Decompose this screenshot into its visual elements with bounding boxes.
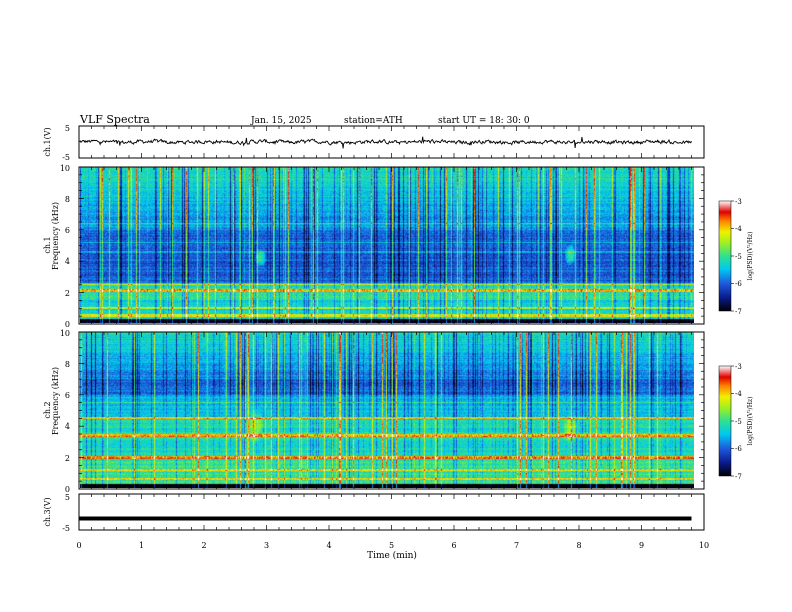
ch1-waveform-panel: 5 -5 ch.1(V) (43, 124, 705, 162)
header-date: Jan. 15, 2025 (250, 116, 312, 126)
ch1-cb-tick-m5: -5 (735, 253, 742, 261)
ch1-spec-ytick-10: 10 (60, 164, 70, 173)
ch3-ytick-bottom: -5 (62, 524, 70, 533)
ch2-colorbar-label: log(PSD)(V²/Hz) (747, 397, 754, 446)
ch1-spec-ytick-8: 8 (65, 195, 70, 204)
ch2-spectrogram-panel: 0 2 4 6 8 10 ch.2 Frequency (kHz) (43, 329, 705, 494)
ch1-ytick-bottom: -5 (62, 153, 70, 162)
ch1-waveform-trace (78, 136, 692, 149)
x-tick-label: 5 (389, 541, 394, 550)
header-start-time: start UT = 18: 30: 0 (438, 116, 530, 126)
x-tick-label: 7 (514, 541, 519, 550)
x-tick-label: 8 (576, 541, 581, 550)
ch1-spectrogram-image (80, 167, 694, 323)
ch2-spec-ytick-10: 10 (60, 329, 70, 338)
ch2-colorbar-scale (718, 365, 732, 477)
ch2-colorbar: -3 -4 -5 -6 -7 log(PSD)(V²/Hz) (718, 363, 754, 481)
ch1-colorbar-scale (718, 200, 732, 312)
x-tick-label: 2 (201, 541, 206, 550)
ch1-colorbar: -3 -4 -5 -6 -7 log(PSD)(V²/Hz) (718, 198, 754, 316)
ch1-colorbar-label: log(PSD)(V²/Hz) (747, 232, 754, 281)
ch1-spec-ytick-0: 0 (65, 320, 70, 329)
x-tick-label: 6 (451, 541, 456, 550)
ch2-spectrogram-image (80, 332, 694, 488)
x-tick-label: 10 (699, 541, 709, 550)
ch1-ytick-top: 5 (65, 124, 70, 133)
x-tick-label: 1 (139, 541, 144, 550)
header-station: station=ATH (344, 116, 403, 126)
ch1-spectrogram-panel: 0 2 4 6 8 10 ch.1 Frequency (kHz) (43, 164, 705, 329)
ch2-cb-tick-m5: -5 (735, 418, 742, 426)
ch1-waveform-ylabel: ch.1(V) (43, 127, 52, 156)
ch1-spec-ytick-6: 6 (65, 226, 70, 235)
ch1-spec-ylabel: Frequency (kHz) (51, 202, 60, 270)
x-tick-label: 3 (264, 541, 269, 550)
x-tick-label: 4 (326, 541, 331, 550)
x-tick-label: 0 (76, 541, 81, 550)
ch2-spec-ytick-6: 6 (65, 391, 70, 400)
ch3-ytick-top: 5 (65, 493, 70, 502)
ch1-spec-ytick-2: 2 (65, 289, 70, 298)
ch1-cb-tick-m4: -4 (735, 225, 742, 233)
ch3-waveform-ylabel: ch.3(V) (43, 497, 52, 526)
x-tick-label: 9 (639, 541, 644, 550)
ch1-cb-tick-m7: -7 (735, 308, 742, 316)
ch2-cb-tick-m6: -6 (735, 445, 742, 453)
ch1-cb-tick-m6: -6 (735, 280, 742, 288)
ch1-cb-tick-m3: -3 (735, 198, 742, 206)
ch2-cb-tick-m4: -4 (735, 390, 742, 398)
ch2-spec-ytick-4: 4 (65, 422, 70, 431)
ch3-waveform-panel: 5 -5 ch.3(V) 0 1 2 3 4 5 6 7 8 9 10 Time (min) (43, 493, 709, 561)
ch2-spec-ylabel-channel: ch.2 (43, 401, 52, 418)
ch2-spec-ytick-8: 8 (65, 360, 70, 369)
ch2-spec-ylabel: Frequency (kHz) (51, 367, 60, 435)
ch2-spec-ytick-2: 2 (65, 454, 70, 463)
ch1-spec-ylabel-channel: ch.1 (43, 236, 52, 253)
ch2-spec-ytick-0: 0 (65, 485, 70, 494)
ch2-cb-tick-m3: -3 (735, 363, 742, 371)
ch2-cb-tick-m7: -7 (735, 473, 742, 481)
ch1-spec-ytick-4: 4 (65, 257, 70, 266)
figure-title: VLF Spectra (79, 113, 150, 126)
x-axis-label: Time (min) (367, 550, 417, 561)
